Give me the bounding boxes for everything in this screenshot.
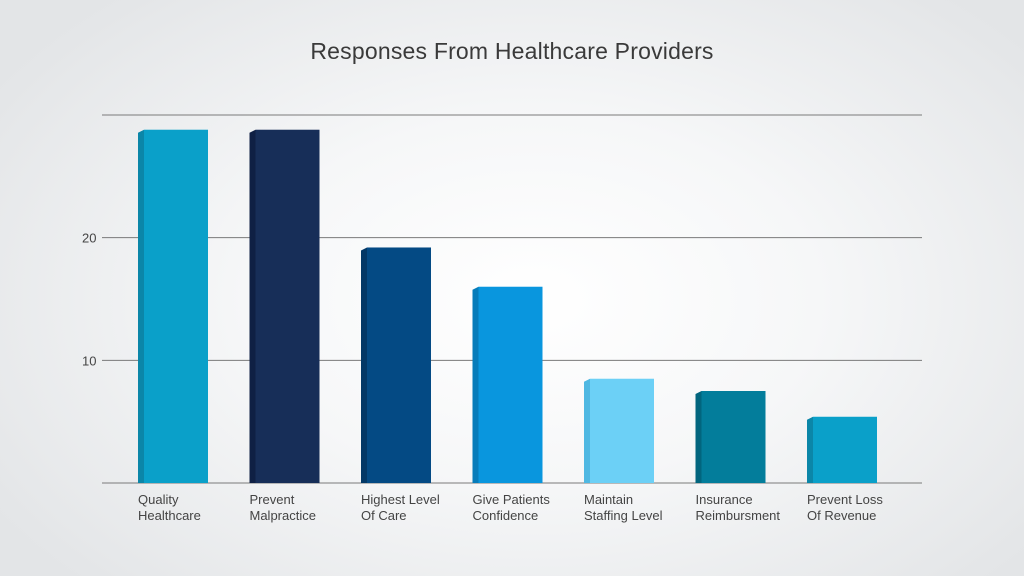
category-label: Insurance Reimbursment xyxy=(696,492,781,523)
bars xyxy=(138,129,877,483)
bar xyxy=(813,416,877,483)
y-tick-label: 10 xyxy=(82,353,96,368)
category-label: Prevent Malpractice xyxy=(250,492,316,523)
category-label: Maintain Staffing Level xyxy=(584,492,663,523)
bar-side xyxy=(807,416,813,483)
bar xyxy=(478,286,543,483)
y-tick-label: 20 xyxy=(82,231,96,246)
bar xyxy=(590,378,654,483)
category-labels: Quality Healthcare Prevent Malpractice Highe… xyxy=(138,492,883,523)
bar-side xyxy=(584,378,590,483)
category-label: Give Patients Confidence xyxy=(473,492,551,523)
chart-title: Responses From Healthcare Providers xyxy=(310,38,714,64)
bar-side xyxy=(695,391,702,483)
bar xyxy=(701,391,766,483)
bar xyxy=(144,129,208,483)
bar-side xyxy=(361,247,367,483)
category-label: Prevent Loss Of Revenue xyxy=(807,492,883,523)
y-tick-labels: 10 20 xyxy=(82,231,96,369)
bar-side xyxy=(472,286,479,483)
bar-side xyxy=(249,129,256,483)
bar-side xyxy=(138,129,144,483)
category-label: Quality Healthcare xyxy=(138,492,201,523)
bar xyxy=(367,247,431,483)
bar xyxy=(255,129,320,483)
category-label: Highest Level Of Care xyxy=(361,492,440,523)
